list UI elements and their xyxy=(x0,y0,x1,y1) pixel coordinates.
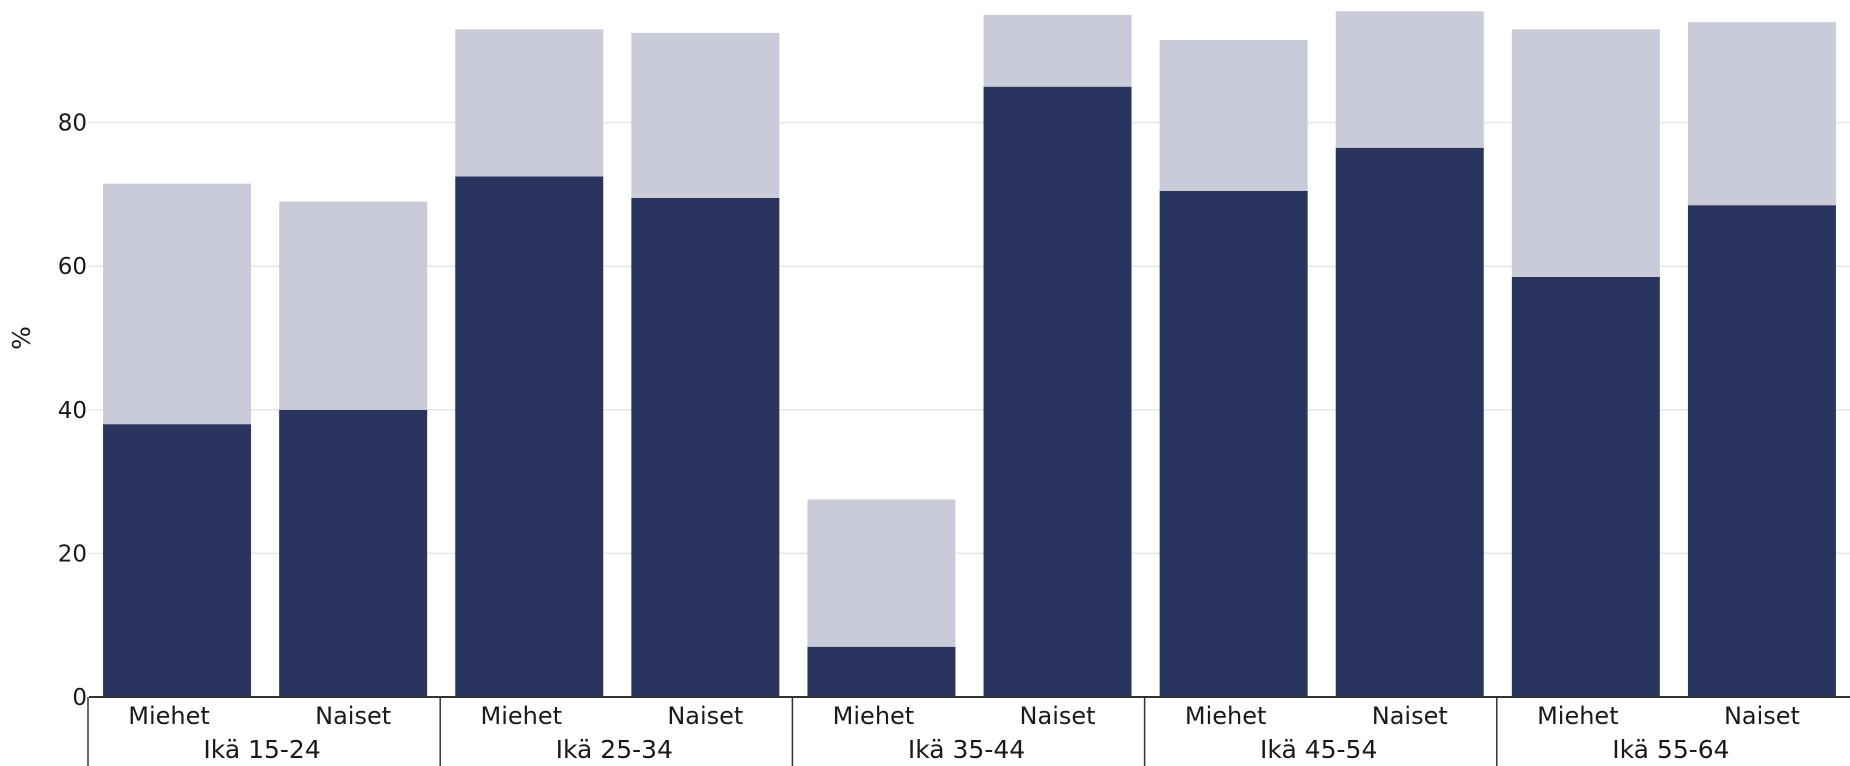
bar-segment-primary xyxy=(983,86,1132,697)
bar-segment-primary xyxy=(279,409,428,697)
bar-segment-primary xyxy=(807,646,956,697)
group-label: Ikä 45-54 xyxy=(1260,735,1377,764)
category-label: Miehet xyxy=(1185,702,1267,730)
category-label: Naiset xyxy=(1372,702,1448,730)
category-label: Miehet xyxy=(480,702,562,730)
bar-segment-secondary xyxy=(1687,22,1836,206)
group-label: Ikä 25-34 xyxy=(556,735,673,764)
y-tick-label: 0 xyxy=(72,685,87,711)
y-tick-label: 20 xyxy=(58,541,87,567)
category-label: Naiset xyxy=(667,702,743,730)
bar-segment-primary xyxy=(455,176,604,697)
category-label: Miehet xyxy=(833,702,915,730)
category-label: Miehet xyxy=(128,702,210,730)
y-axis-title: % xyxy=(7,326,36,350)
group-label: Ikä 15-24 xyxy=(203,735,320,764)
category-label: Naiset xyxy=(1724,702,1800,730)
category-label: Miehet xyxy=(1537,702,1619,730)
y-tick-label: 40 xyxy=(58,398,87,424)
bar-segment-secondary xyxy=(455,29,604,177)
bar-segment-secondary xyxy=(1335,11,1484,148)
bar-segment-secondary xyxy=(1159,40,1308,191)
bars xyxy=(103,11,1836,698)
bar-segment-primary xyxy=(1511,276,1660,697)
bar-segment-secondary xyxy=(983,14,1132,87)
y-tick-label: 60 xyxy=(58,254,87,280)
bar-segment-primary xyxy=(1335,147,1484,698)
category-label: Naiset xyxy=(1020,702,1096,730)
bar-segment-secondary xyxy=(103,183,252,425)
x-axis: Miehet Naiset Ikä 15-24 Miehet Naiset Ikä 25-… xyxy=(87,696,1850,766)
bar-segment-primary xyxy=(1159,190,1308,697)
bar-segment-primary xyxy=(103,424,252,697)
bar-segment-primary xyxy=(1687,205,1836,698)
bar-segment-secondary xyxy=(807,499,956,647)
group-label: Ikä 55-64 xyxy=(1612,735,1729,764)
bar-segment-primary xyxy=(631,197,780,698)
group-label: Ikä 35-44 xyxy=(908,735,1025,764)
bar-segment-secondary xyxy=(279,201,428,410)
y-axis: 0 20 40 60 80 xyxy=(58,111,87,711)
category-label: Naiset xyxy=(315,702,391,730)
y-tick-label: 80 xyxy=(58,111,87,137)
bar-segment-secondary xyxy=(1511,29,1660,277)
bar-segment-secondary xyxy=(631,32,780,198)
